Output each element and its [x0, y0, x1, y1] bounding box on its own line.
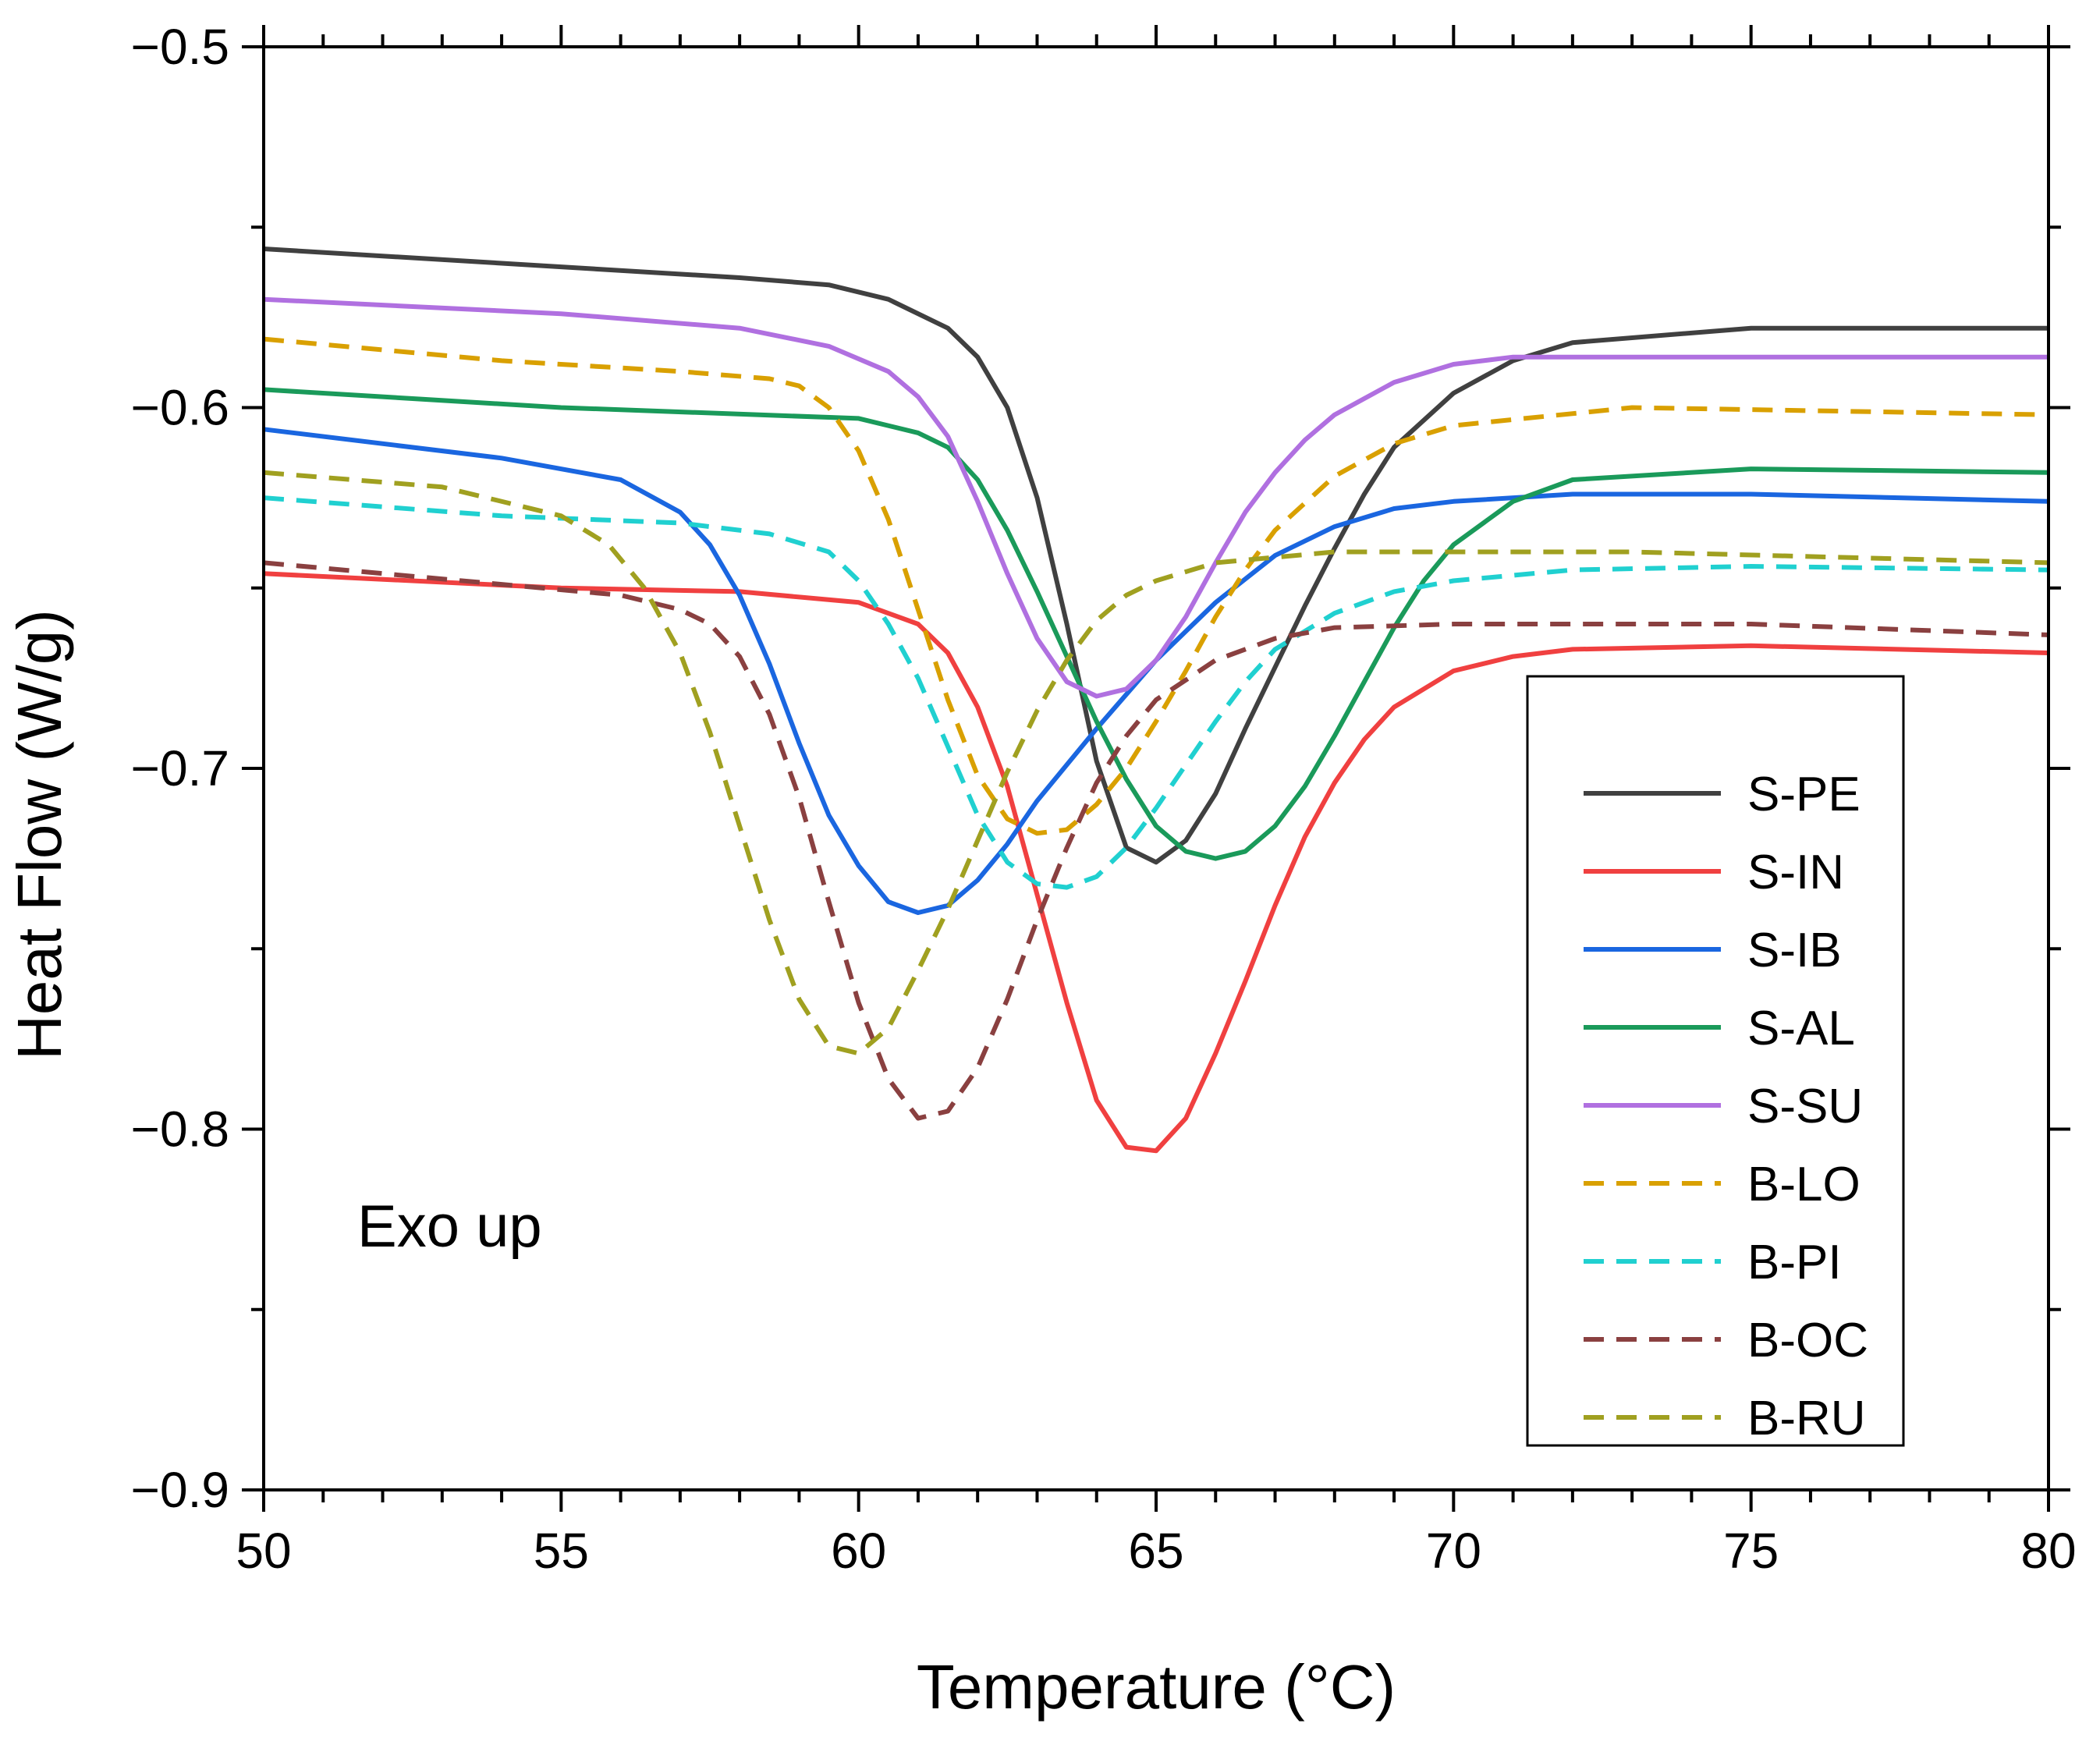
legend-label-b-pi: B-PI [1747, 1236, 1842, 1289]
x-tick-label: 65 [1128, 1523, 1183, 1579]
series-line-s-ib [263, 427, 2049, 915]
series-line-s-su [263, 296, 2049, 699]
y-axis-title: Heat Flow (W/g) [5, 609, 74, 1060]
x-tick-label: 75 [1723, 1523, 1779, 1579]
legend-box [1526, 675, 1905, 1447]
series-line-s-in [263, 571, 2049, 1154]
series-line-b-lo [263, 336, 2049, 836]
x-ticks: 50 55 60 65 70 75 80 [236, 25, 2077, 1579]
legend-label-b-oc: B-OC [1747, 1314, 1868, 1367]
exo-up-annotation: Exo up [357, 1193, 542, 1260]
legend: S-PE S-IN S-IB S-AL S-SU B-LO B-PI B-OC B-RU [1526, 675, 1905, 1447]
series-line-b-pi [263, 495, 2049, 890]
legend-label-s-pe: S-PE [1747, 768, 1861, 821]
legend-label-b-ru: B-RU [1747, 1392, 1866, 1445]
x-tick-label: 60 [831, 1523, 886, 1579]
legend-label-b-lo: B-LO [1747, 1158, 1861, 1211]
y-tick-label: −0.5 [131, 19, 229, 75]
y-tick-label: −0.8 [131, 1101, 229, 1158]
legend-label-s-al: S-AL [1747, 1002, 1855, 1055]
legend-label-s-in: S-IN [1747, 846, 1844, 899]
legend-label-s-ib: S-IB [1747, 924, 1842, 977]
x-tick-label: 80 [2020, 1523, 2076, 1579]
series-line-s-pe [263, 246, 2049, 865]
series-line-b-oc [263, 560, 2049, 1121]
x-tick-label: 55 [534, 1523, 589, 1579]
y-tick-label: −0.6 [131, 380, 229, 436]
x-tick-label: 50 [236, 1523, 291, 1579]
x-axis-title: Temperature (°C) [917, 1652, 1396, 1722]
y-tick-label: −0.7 [131, 740, 229, 796]
y-ticks: −0.5 −0.6 −0.7 −0.8 −0.9 [131, 19, 2070, 1518]
legend-label-s-su: S-SU [1747, 1080, 1863, 1133]
y-tick-label: −0.9 [131, 1462, 229, 1518]
series-layer [263, 246, 2049, 1154]
x-tick-label: 70 [1426, 1523, 1481, 1579]
